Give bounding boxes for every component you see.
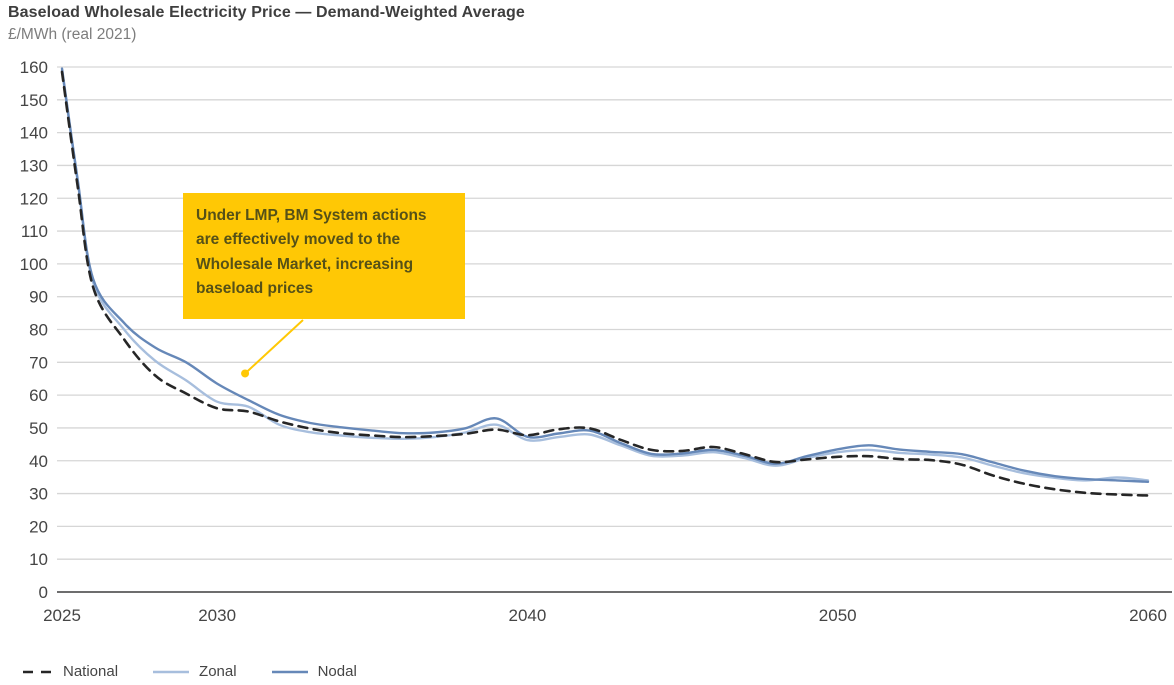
- legend-label-zonal: Zonal: [199, 663, 237, 680]
- y-tick-label: 10: [29, 550, 48, 569]
- y-tick-label: 80: [29, 321, 48, 340]
- y-tick-label: 40: [29, 452, 48, 471]
- legend-swatch-line: [23, 670, 53, 673]
- annotation-pointer-line: [244, 319, 304, 375]
- legend-label-national: National: [63, 663, 119, 680]
- legend-swatch-line: [153, 670, 190, 673]
- y-tick-label: 160: [20, 58, 48, 77]
- legend-swatch-line: [271, 670, 308, 673]
- nodal-line-swatch: [271, 668, 309, 676]
- y-tick-label: 0: [39, 583, 48, 602]
- x-tick-label: 2030: [198, 606, 236, 625]
- y-tick-label: 90: [29, 288, 48, 307]
- page-subtitle: £/MWh (real 2021): [8, 26, 137, 43]
- annotation-pointer-dot: [241, 369, 250, 378]
- x-tick-label: 2040: [509, 606, 547, 625]
- y-tick-label: 20: [29, 517, 48, 536]
- x-tick-label: 2060: [1129, 606, 1167, 625]
- series-national-line: [60, 70, 1150, 497]
- y-tick-label: 130: [20, 156, 48, 175]
- x-tick-label: 2025: [43, 606, 81, 625]
- legend-item-national: National: [22, 663, 118, 680]
- annotation-callout: Under LMP, BM System actions are effecti…: [183, 193, 465, 319]
- y-tick-label: 120: [20, 189, 48, 208]
- y-tick-label: 150: [20, 91, 48, 110]
- y-tick-label: 110: [21, 222, 48, 241]
- series-zonal-line: [60, 69, 1150, 482]
- annotation-text: Under LMP, BM System actions are effecti…: [196, 207, 427, 298]
- legend: National Zonal Nodal: [22, 663, 357, 680]
- y-tick-label: 30: [29, 485, 48, 504]
- national-line-swatch: [22, 668, 54, 676]
- y-tick-label: 70: [29, 353, 48, 372]
- y-tick-label: 140: [20, 124, 48, 143]
- y-tick-label: 50: [29, 419, 48, 438]
- legend-label-nodal: Nodal: [317, 663, 357, 680]
- x-tick-label: 2050: [819, 606, 857, 625]
- y-tick-label: 100: [20, 255, 48, 274]
- legend-item-nodal: Nodal: [271, 663, 357, 680]
- legend-item-zonal: Zonal: [152, 663, 237, 680]
- series-nodal-line: [60, 67, 1150, 483]
- y-tick-label: 60: [29, 386, 48, 405]
- page-title: Baseload Wholesale Electricity Price — D…: [8, 4, 525, 21]
- zonal-line-swatch: [152, 668, 190, 676]
